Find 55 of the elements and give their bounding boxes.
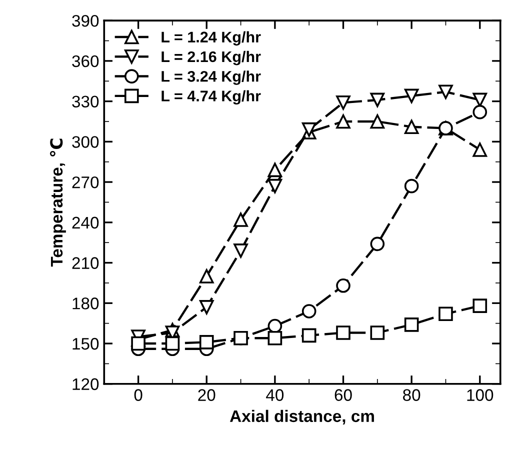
legend-label: L = 2.16 Kg/hr xyxy=(162,50,261,66)
point xyxy=(234,244,248,258)
point xyxy=(472,142,488,157)
y-tick-label: 120 xyxy=(72,378,99,390)
point xyxy=(131,336,146,351)
point xyxy=(336,278,350,293)
y-tick-label: 180 xyxy=(72,298,99,310)
point xyxy=(438,84,453,100)
point xyxy=(438,306,453,322)
point xyxy=(404,88,419,104)
x-tick-label: 0 xyxy=(134,389,142,401)
point xyxy=(268,330,282,346)
x-tick-label: 60 xyxy=(334,389,352,401)
point xyxy=(336,326,350,340)
point xyxy=(404,178,419,194)
point xyxy=(199,300,214,314)
point xyxy=(336,95,350,110)
point xyxy=(370,92,385,108)
y-axis-title: Temperature, ℃ xyxy=(50,138,66,267)
point xyxy=(268,162,282,178)
y-tick-label: 270 xyxy=(72,176,99,188)
point xyxy=(336,114,350,129)
x-tick-label: 100 xyxy=(467,389,494,401)
legend-label: L = 3.24 Kg/hr xyxy=(162,70,261,85)
point xyxy=(370,236,385,252)
x-tick-label: 20 xyxy=(198,389,216,401)
point xyxy=(370,326,385,340)
y-tick-label: 210 xyxy=(72,257,99,269)
point xyxy=(165,336,180,351)
point xyxy=(438,121,453,136)
y-tick-label: 390 xyxy=(72,14,99,27)
point xyxy=(302,304,316,318)
point xyxy=(234,212,248,227)
y-tick-label: 360 xyxy=(72,55,99,68)
point xyxy=(370,114,385,129)
point xyxy=(234,330,248,346)
legend-label: L = 1.24 Kg/hr xyxy=(162,31,261,46)
point xyxy=(199,335,214,350)
x-tick-label: 80 xyxy=(403,389,420,401)
point xyxy=(404,318,419,332)
y-tick-label: 300 xyxy=(72,136,99,148)
point xyxy=(302,328,316,343)
legend-label: L = 4.74 Kg/hr xyxy=(162,90,261,105)
x-axis-title: Axial distance, cm xyxy=(230,410,374,424)
y-tick-label: 330 xyxy=(72,96,99,108)
x-tick-label: 40 xyxy=(266,389,284,401)
point xyxy=(302,122,316,137)
point xyxy=(404,120,419,134)
y-tick-label: 240 xyxy=(72,216,99,229)
point xyxy=(472,92,488,108)
y-tick-label: 150 xyxy=(72,338,99,350)
point xyxy=(199,269,214,284)
point xyxy=(472,104,488,120)
point xyxy=(472,298,488,313)
point xyxy=(268,178,282,194)
